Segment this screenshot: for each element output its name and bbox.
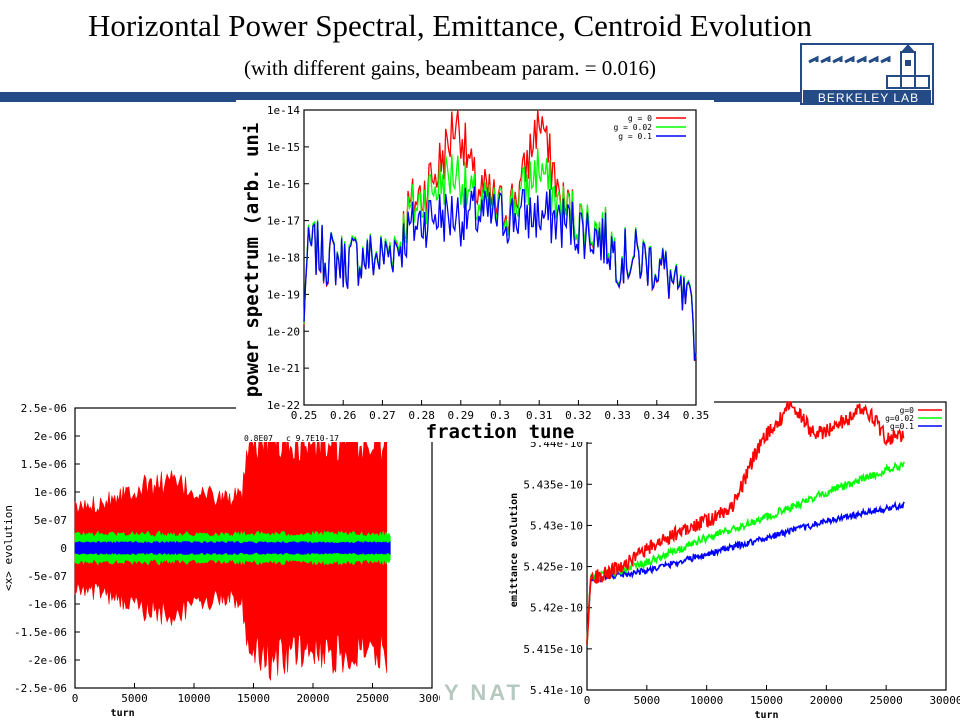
y-tick-label: 1e-17 bbox=[267, 215, 300, 228]
x-tick-label: 3000 bbox=[419, 692, 440, 705]
centroid-chart-panel: 0 5000 10000 15000 20000 25000 3000 -2.5e-06 -2e… bbox=[0, 400, 440, 720]
y-tick-label: 5.435e-10 bbox=[523, 478, 583, 491]
y-tick-label: -2e-06 bbox=[27, 654, 67, 667]
y-tick-label: 5.43e-10 bbox=[530, 519, 583, 532]
title-rule bbox=[0, 92, 800, 102]
logo-watermark-text: Y NAT bbox=[444, 680, 523, 705]
y-tick-label: 5.425e-10 bbox=[523, 561, 583, 574]
x-tick-label: 0.27 bbox=[369, 409, 396, 422]
overlap-fragment-right: c 9.7E10-17 bbox=[286, 434, 339, 442]
x-tick-label: 0.34 bbox=[644, 409, 671, 422]
y-axis-label: <x> evolution bbox=[2, 505, 15, 591]
y-tick-label: 1.5e-06 bbox=[21, 458, 67, 471]
y-tick-label: 2e-06 bbox=[34, 430, 67, 443]
x-tick-label: 0.28 bbox=[408, 409, 435, 422]
x-tick-label: 0.26 bbox=[330, 409, 357, 422]
x-tick-label: 30000 bbox=[929, 694, 960, 707]
x-tick-label: 5000 bbox=[634, 694, 661, 707]
power-spectrum-panel: 0.25 0.26 0.27 0.28 0.29 0.3 0.31 0.32 0.33 0.34 0… bbox=[236, 100, 714, 442]
x-tick-label: 0.31 bbox=[526, 409, 553, 422]
x-tick-label: 0.32 bbox=[565, 409, 592, 422]
y-tick-label: 1e-18 bbox=[267, 252, 300, 265]
y-tick-label: 5e-07 bbox=[34, 514, 67, 527]
slide-title: Horizontal Power Spectral, Emittance, Ce… bbox=[87, 8, 813, 43]
y-tick-label: 1e-14 bbox=[267, 104, 300, 117]
y-tick-label: -1e-06 bbox=[27, 598, 67, 611]
power-spectrum-chart: 0.25 0.26 0.27 0.28 0.29 0.3 0.31 0.32 0.33 0.34 0… bbox=[241, 104, 710, 442]
x-tick-label: 15000 bbox=[750, 694, 783, 707]
y-tick-label: 1e-20 bbox=[267, 325, 300, 338]
x-tick-label: 10000 bbox=[690, 694, 723, 707]
berkeley-lab-logo bbox=[800, 43, 934, 105]
y-tick-label: 2.5e-06 bbox=[21, 402, 67, 415]
x-axis-label: turn bbox=[754, 710, 778, 720]
series-line-g-0-02 bbox=[586, 461, 905, 644]
y-tick-label: -5e-07 bbox=[27, 570, 67, 583]
y-tick-label: 5.415e-10 bbox=[523, 643, 583, 656]
series-line-g-0-1 bbox=[303, 186, 697, 361]
overlap-fragment-left: 0.8E07 bbox=[244, 434, 273, 442]
y-tick-label: 5.41e-10 bbox=[530, 684, 583, 697]
y-tick-label: 1e-22 bbox=[267, 399, 300, 412]
x-tick-label: 0 bbox=[584, 694, 591, 707]
x-tick-label: 0.29 bbox=[448, 409, 475, 422]
x-tick-label: 0.3 bbox=[490, 409, 510, 422]
legend-label: g = 0.02 bbox=[613, 123, 652, 132]
x-tick-label: 25000 bbox=[356, 692, 389, 705]
y-axis-label: emittance evolution bbox=[508, 493, 520, 607]
y-tick-label: -1.5e-06 bbox=[14, 626, 67, 639]
x-tick-label: 0.35 bbox=[683, 409, 710, 422]
emittance-chart: 0 5000 10000 15000 20000 25000 30000 5.41e-10 5.… bbox=[508, 401, 960, 720]
x-axis-label: fraction tune bbox=[426, 421, 575, 442]
legend-label: g=0.02 bbox=[885, 414, 914, 423]
plot-frame bbox=[586, 401, 947, 691]
x-tick-label: 15000 bbox=[237, 692, 270, 705]
series-band-g-0-1-envelope bbox=[74, 540, 391, 556]
x-tick-label: 10000 bbox=[177, 692, 210, 705]
y-tick-label: 1e-19 bbox=[267, 288, 300, 301]
legend-label: g=0.1 bbox=[890, 422, 914, 431]
y-tick-label: 5.42e-10 bbox=[530, 602, 583, 615]
series-line-g-0-1 bbox=[586, 500, 905, 644]
y-tick-label: 1e-15 bbox=[267, 141, 300, 154]
x-tick-label: 0.25 bbox=[291, 409, 318, 422]
y-tick-label: -2.5e-06 bbox=[14, 682, 67, 695]
legend-label: g = 0 bbox=[628, 114, 652, 123]
y-tick-label: 1e-16 bbox=[267, 178, 300, 191]
x-axis-label: turn bbox=[111, 708, 135, 719]
x-tick-label: 0 bbox=[72, 692, 79, 705]
x-tick-label: 0.33 bbox=[604, 409, 631, 422]
y-tick-label: 1e-06 bbox=[34, 486, 67, 499]
y-axis-label: power spectrum (arb. uni bbox=[241, 123, 263, 398]
y-tick-label: 1e-21 bbox=[267, 362, 300, 375]
berkeley-lab-logo-text: BERKELEY LAB bbox=[817, 91, 920, 105]
centroid-chart: 0 5000 10000 15000 20000 25000 3000 -2.5e-06 -2e… bbox=[2, 402, 440, 719]
legend-label: g=0 bbox=[900, 406, 915, 415]
x-tick-label: 20000 bbox=[810, 694, 843, 707]
series-line-g-0 bbox=[586, 401, 905, 645]
x-tick-label: 20000 bbox=[296, 692, 329, 705]
emittance-chart-panel: 0 5000 10000 15000 20000 25000 30000 5.41e-10 5.… bbox=[500, 400, 960, 720]
x-tick-label: 5000 bbox=[121, 692, 148, 705]
legend-label: g = 0.1 bbox=[618, 132, 652, 141]
slide-subtitle: (with different gains, beambeam param. =… bbox=[243, 56, 657, 80]
y-tick-label: 0 bbox=[60, 542, 67, 555]
x-tick-label: 25000 bbox=[870, 694, 903, 707]
